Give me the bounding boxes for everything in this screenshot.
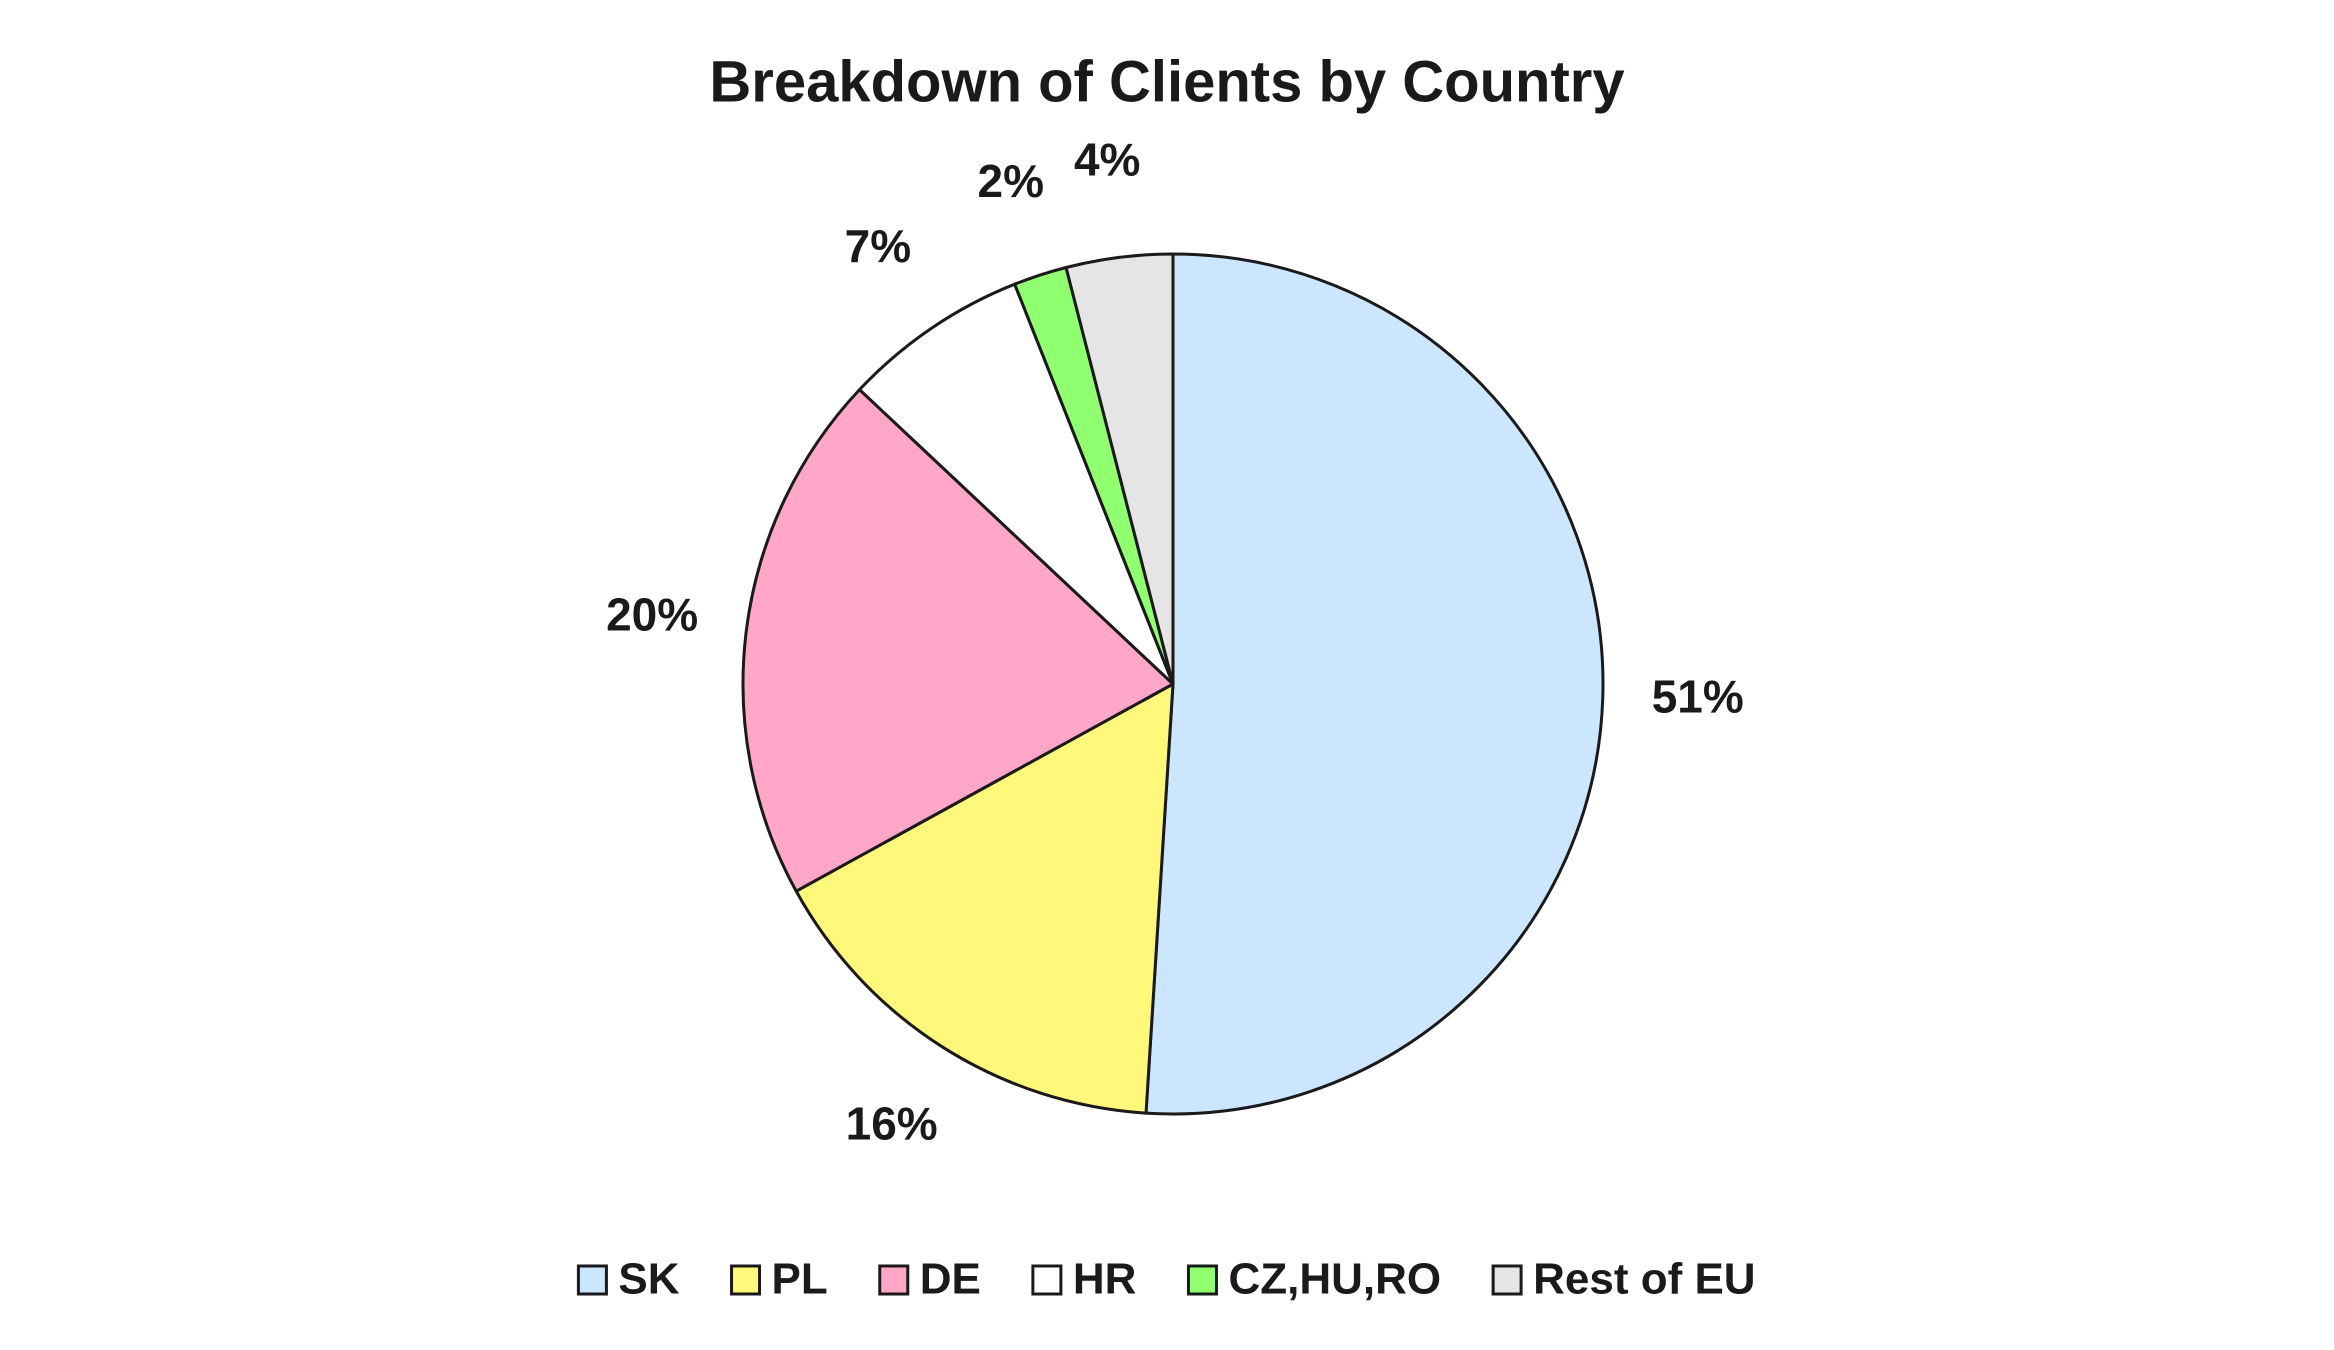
legend-label: PL <box>772 1255 828 1304</box>
pie-slice <box>794 682 1175 1115</box>
data-label: 20% <box>606 588 698 640</box>
legend-swatch <box>576 1264 608 1296</box>
data-label: 4% <box>1074 133 1140 185</box>
data-label: 51% <box>1652 671 1744 723</box>
legend-swatch <box>878 1264 910 1296</box>
pie-slice <box>1064 252 1175 686</box>
data-label: 16% <box>846 1097 938 1149</box>
legend-swatch <box>730 1264 762 1296</box>
legend-swatch <box>1491 1264 1523 1296</box>
pie-slice <box>741 388 1175 893</box>
pie-slice <box>858 282 1175 686</box>
legend-label: SK <box>618 1255 679 1304</box>
chart-title: Breakdown of Clients by Country <box>709 49 1624 114</box>
legend-swatch <box>1031 1264 1063 1296</box>
legend-label: DE <box>920 1255 981 1304</box>
data-label: 7% <box>845 220 911 272</box>
data-label: 2% <box>978 155 1044 207</box>
pie-slice <box>1144 252 1605 1116</box>
legend-swatch <box>1186 1264 1218 1296</box>
legend-label: HR <box>1073 1255 1137 1304</box>
legend: SK PL DE HR CZ,HU,RO Rest of EU <box>576 1255 1756 1304</box>
legend-label: CZ,HU,RO <box>1228 1255 1441 1304</box>
legend-label: Rest of EU <box>1533 1255 1755 1304</box>
